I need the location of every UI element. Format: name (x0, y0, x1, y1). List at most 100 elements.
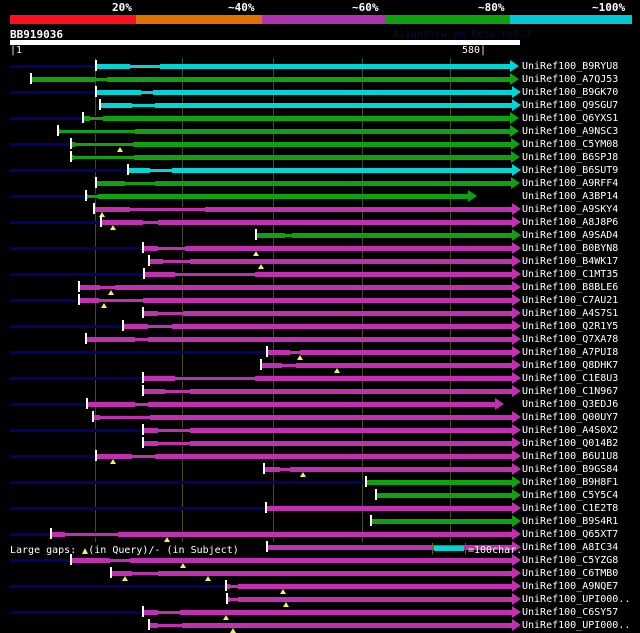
hit-row[interactable]: UniRef100_B4WK17 (0, 255, 640, 269)
hit-row[interactable]: UniRef100_B6SPJ8 (0, 151, 640, 164)
hit-row[interactable]: UniRef100_A9NSC3 (0, 125, 640, 138)
hit-label[interactable]: UniRef100_Q2R1Y5 (522, 321, 619, 332)
hit-row[interactable]: UniRef100_A9SKY4 (0, 203, 640, 217)
hit-label[interactable]: UniRef100_A9RFF4 (522, 178, 619, 189)
hsp-bar[interactable] (100, 220, 512, 225)
hsp-bar[interactable] (70, 142, 511, 147)
hit-row[interactable]: UniRef100_C1E8U3 (0, 372, 640, 385)
hsp-bar[interactable] (92, 415, 512, 420)
hsp-bar[interactable] (142, 246, 512, 251)
hsp-bar[interactable] (148, 259, 512, 264)
hit-row[interactable]: UniRef100_A8IC34 (0, 541, 640, 554)
hsp-bar[interactable] (95, 181, 511, 186)
hit-label[interactable]: UniRef100_A4S0X2 (522, 425, 619, 436)
hit-label[interactable]: UniRef100_Q00UY7 (522, 412, 619, 423)
hit-row[interactable]: UniRef100_A7QJ53 (0, 73, 640, 86)
hit-label[interactable]: UniRef100_B0BYN8 (522, 243, 619, 254)
hit-label[interactable]: UniRef100_B6SUT9 (522, 165, 619, 176)
hsp-bar[interactable] (142, 311, 512, 316)
hit-row[interactable]: UniRef100_C6SY57 (0, 606, 640, 620)
hsp-bar[interactable] (95, 90, 512, 95)
hit-label[interactable]: UniRef100_C5Y5C4 (522, 490, 619, 501)
hit-label[interactable]: UniRef100_UPI000.. (522, 594, 631, 605)
hit-label[interactable]: UniRef100_A9NSC3 (522, 126, 619, 137)
hit-label[interactable]: UniRef100_A4S7S1 (522, 308, 619, 319)
hsp-bar[interactable] (142, 428, 512, 433)
hit-row[interactable]: UniRef100_Q00UY7 (0, 411, 640, 424)
hsp-bar[interactable] (266, 350, 512, 355)
hit-row[interactable]: UniRef100_A7PUI8 (0, 346, 640, 360)
hsp-bar[interactable] (142, 376, 512, 381)
hit-label[interactable]: UniRef100_B6U1U8 (522, 451, 619, 462)
hit-label[interactable]: UniRef100_A9SAD4 (522, 230, 619, 241)
hit-row[interactable]: UniRef100_Q3EDJ6 (0, 398, 640, 411)
hit-row[interactable]: UniRef100_B9S4R1 (0, 515, 640, 528)
hit-label[interactable]: UniRef100_UPI000.. (522, 620, 631, 631)
hit-label[interactable]: UniRef100_C1N967 (522, 386, 619, 397)
hit-label[interactable]: UniRef100_B9RYU8 (522, 61, 619, 72)
hit-row[interactable]: UniRef100_B9RYU8 (0, 60, 640, 73)
hit-label[interactable]: UniRef100_B6SPJ8 (522, 152, 619, 163)
hsp-bar[interactable] (255, 233, 512, 238)
hit-label[interactable]: UniRef100_A8J8P6 (522, 217, 619, 228)
hit-label[interactable]: UniRef100_B9S4R1 (522, 516, 619, 527)
hit-label[interactable]: UniRef100_B8BLE6 (522, 282, 619, 293)
hsp-bar[interactable] (30, 77, 510, 82)
hit-label[interactable]: UniRef100_A8IC34 (522, 542, 619, 553)
hit-row[interactable]: UniRef100_C5YM08 (0, 138, 640, 152)
hsp-bar[interactable] (86, 402, 495, 407)
hit-label[interactable]: UniRef100_B9H8F1 (522, 477, 619, 488)
hsp-bar[interactable] (143, 272, 512, 277)
hit-label[interactable]: UniRef100_Q3EDJ6 (522, 399, 619, 410)
hsp-bar[interactable] (142, 610, 512, 615)
hit-row[interactable]: UniRef100_A8J8P6 (0, 216, 640, 230)
hsp-bar[interactable] (365, 480, 512, 485)
hsp-bar[interactable] (263, 467, 512, 472)
hit-row[interactable]: UniRef100_Q2R1Y5 (0, 320, 640, 333)
hit-row[interactable]: UniRef100_Q9SGU7 (0, 99, 640, 112)
hit-label[interactable]: UniRef100_C1E2T8 (522, 503, 619, 514)
hit-row[interactable]: UniRef100_Q014B2 (0, 437, 640, 450)
hit-label[interactable]: UniRef100_C5YZG8 (522, 555, 619, 566)
hsp-bar[interactable] (78, 285, 512, 290)
hit-label[interactable]: UniRef100_A9SKY4 (522, 204, 619, 215)
hit-row[interactable]: UniRef100_C6TMB0 (0, 567, 640, 581)
hit-label[interactable]: UniRef100_Q9SGU7 (522, 100, 619, 111)
hit-row[interactable]: UniRef100_B0BYN8 (0, 242, 640, 256)
hsp-bar[interactable] (70, 558, 512, 563)
hit-row[interactable]: UniRef100_Q8DHK7 (0, 359, 640, 373)
hit-label[interactable]: UniRef100_C6SY57 (522, 607, 619, 618)
hsp-bar[interactable] (260, 363, 512, 368)
hsp-bar[interactable] (85, 194, 468, 199)
hit-label[interactable]: UniRef100_C6TMB0 (522, 568, 619, 579)
hit-row[interactable]: UniRef100_B9H8F1 (0, 476, 640, 489)
hit-label[interactable]: UniRef100_A3BP14 (522, 191, 619, 202)
hit-row[interactable]: UniRef100_C1E2T8 (0, 502, 640, 515)
hsp-bar[interactable] (142, 389, 512, 394)
hsp-bar[interactable] (375, 493, 512, 498)
hsp-bar[interactable] (266, 545, 512, 550)
hit-label[interactable]: UniRef100_Q65XT7 (522, 529, 619, 540)
hsp-bar[interactable] (99, 103, 512, 108)
hit-row[interactable]: UniRef100_C1N967 (0, 385, 640, 398)
hsp-bar[interactable] (70, 155, 511, 160)
hit-row[interactable]: UniRef100_A4S7S1 (0, 307, 640, 320)
hit-row[interactable]: UniRef100_Q7XA78 (0, 333, 640, 346)
hit-label[interactable]: UniRef100_C1E8U3 (522, 373, 619, 384)
hsp-bar[interactable] (95, 454, 512, 459)
hit-label[interactable]: UniRef100_Q8DHK7 (522, 360, 619, 371)
hit-row[interactable]: UniRef100_C5Y5C4 (0, 489, 640, 502)
hsp-bar[interactable] (50, 532, 512, 537)
hsp-bar[interactable] (95, 64, 510, 69)
hit-label[interactable]: UniRef100_Q7XA78 (522, 334, 619, 345)
hit-row[interactable]: UniRef100_UPI000.. (0, 593, 640, 607)
hit-row[interactable]: UniRef100_B6U1U8 (0, 450, 640, 464)
hsp-bar[interactable] (226, 597, 512, 602)
hit-label[interactable]: UniRef100_C5YM08 (522, 139, 619, 150)
hit-row[interactable]: UniRef100_B9GK70 (0, 86, 640, 99)
hit-label[interactable]: UniRef100_B9GS84 (522, 464, 619, 475)
hit-row[interactable]: UniRef100_UPI000.. (0, 619, 640, 633)
hit-row[interactable]: UniRef100_A3BP14 (0, 190, 640, 203)
hit-row[interactable]: UniRef100_Q6YXS1 (0, 112, 640, 125)
hit-row[interactable]: UniRef100_C1MT35 (0, 268, 640, 281)
